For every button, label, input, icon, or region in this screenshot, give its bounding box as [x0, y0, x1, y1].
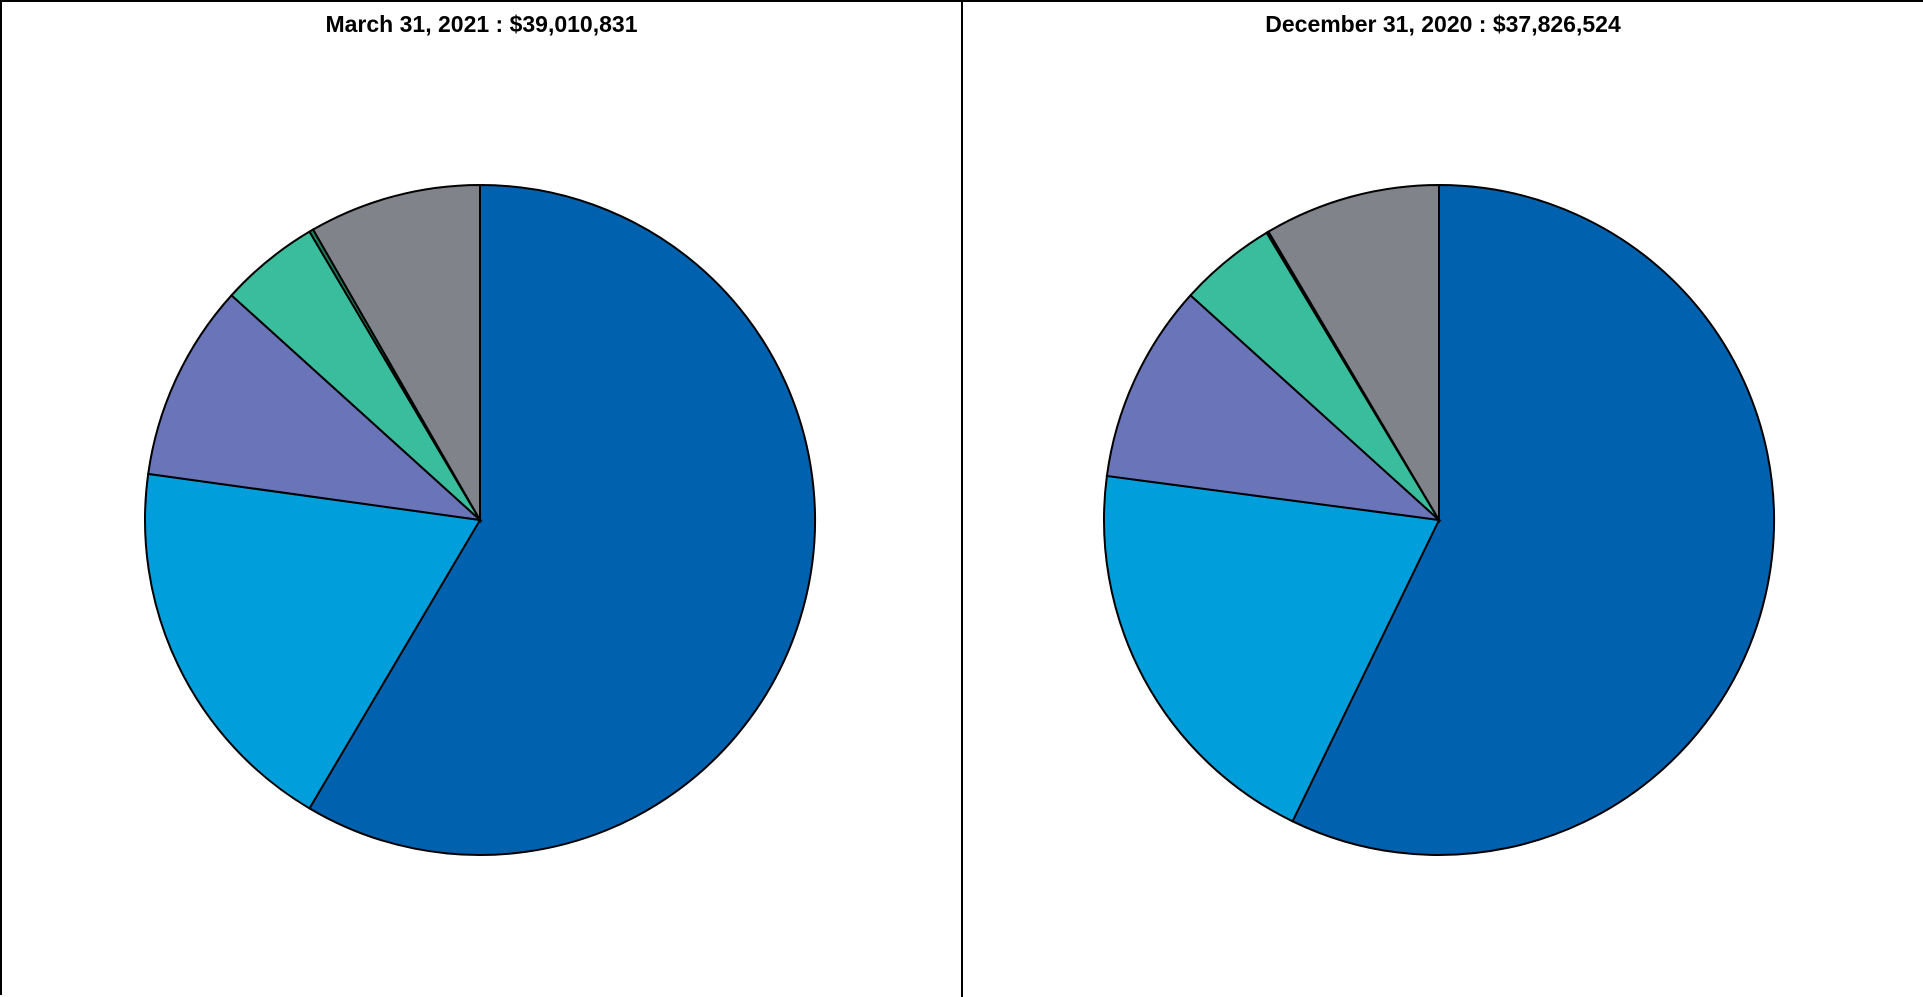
pie-slice-1: [308, 183, 816, 856]
pie-slice-3: [147, 293, 484, 522]
pie-title-december-2020: December 31, 2020 : $37,826,524: [1265, 11, 1621, 37]
pie-panel-december-2020: December 31, 2020 : $37,826,524: [963, 2, 1923, 997]
pie-slice-3: [1105, 293, 1443, 522]
pie-panel-march-2021: March 31, 2021 : $39,010,831: [2, 2, 963, 997]
pie-chart-march-2021: [144, 183, 816, 856]
pie-slice-6: [1267, 183, 1440, 524]
pie-slice-1: [1291, 183, 1775, 856]
pie-slice-2: [1102, 474, 1441, 823]
pie-slice-2: [144, 472, 482, 810]
pie-chart-december-2020: [1102, 183, 1775, 856]
pie-slice-6: [311, 183, 481, 524]
pie-title-march-2021: March 31, 2021 : $39,010,831: [325, 11, 638, 37]
